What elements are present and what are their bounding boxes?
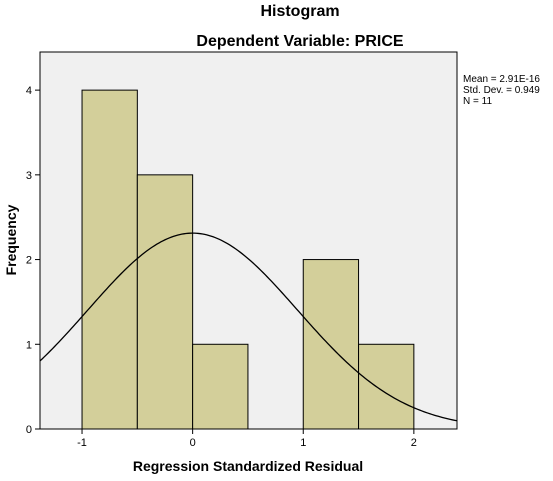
bars-group bbox=[81, 89, 415, 430]
y-tick-label: 2 bbox=[26, 255, 32, 267]
histogram-bar bbox=[358, 343, 415, 430]
stat-std-dev: Std. Dev. = 0.949 bbox=[463, 85, 540, 96]
histogram-bar bbox=[192, 343, 249, 430]
stat-n: N = 11 bbox=[463, 96, 492, 107]
y-tick-label: 1 bbox=[26, 339, 32, 351]
x-tick-label: 1 bbox=[300, 437, 306, 449]
chart-title: Histogram bbox=[260, 3, 339, 20]
y-axis-label: Frequency bbox=[3, 204, 19, 275]
chart-subtitle: Dependent Variable: PRICE bbox=[196, 33, 403, 50]
stat-mean: Mean = 2.91E-16 bbox=[463, 74, 540, 85]
x-tick-label: 2 bbox=[411, 437, 417, 449]
x-tick-label: -1 bbox=[77, 437, 87, 449]
y-tick-label: 0 bbox=[26, 424, 32, 436]
y-tick-label: 4 bbox=[26, 85, 32, 97]
x-axis-label: Regression Standardized Residual bbox=[133, 458, 363, 474]
axes-group: -1 0 1 2 0 1 2 3 4 bbox=[26, 85, 417, 449]
x-tick-label: 0 bbox=[190, 437, 196, 449]
histogram-bar bbox=[81, 89, 138, 430]
histogram-bar bbox=[136, 174, 194, 430]
normal-curve bbox=[39, 232, 458, 422]
y-tick-label: 3 bbox=[26, 170, 32, 182]
histogram-bar bbox=[302, 259, 360, 430]
